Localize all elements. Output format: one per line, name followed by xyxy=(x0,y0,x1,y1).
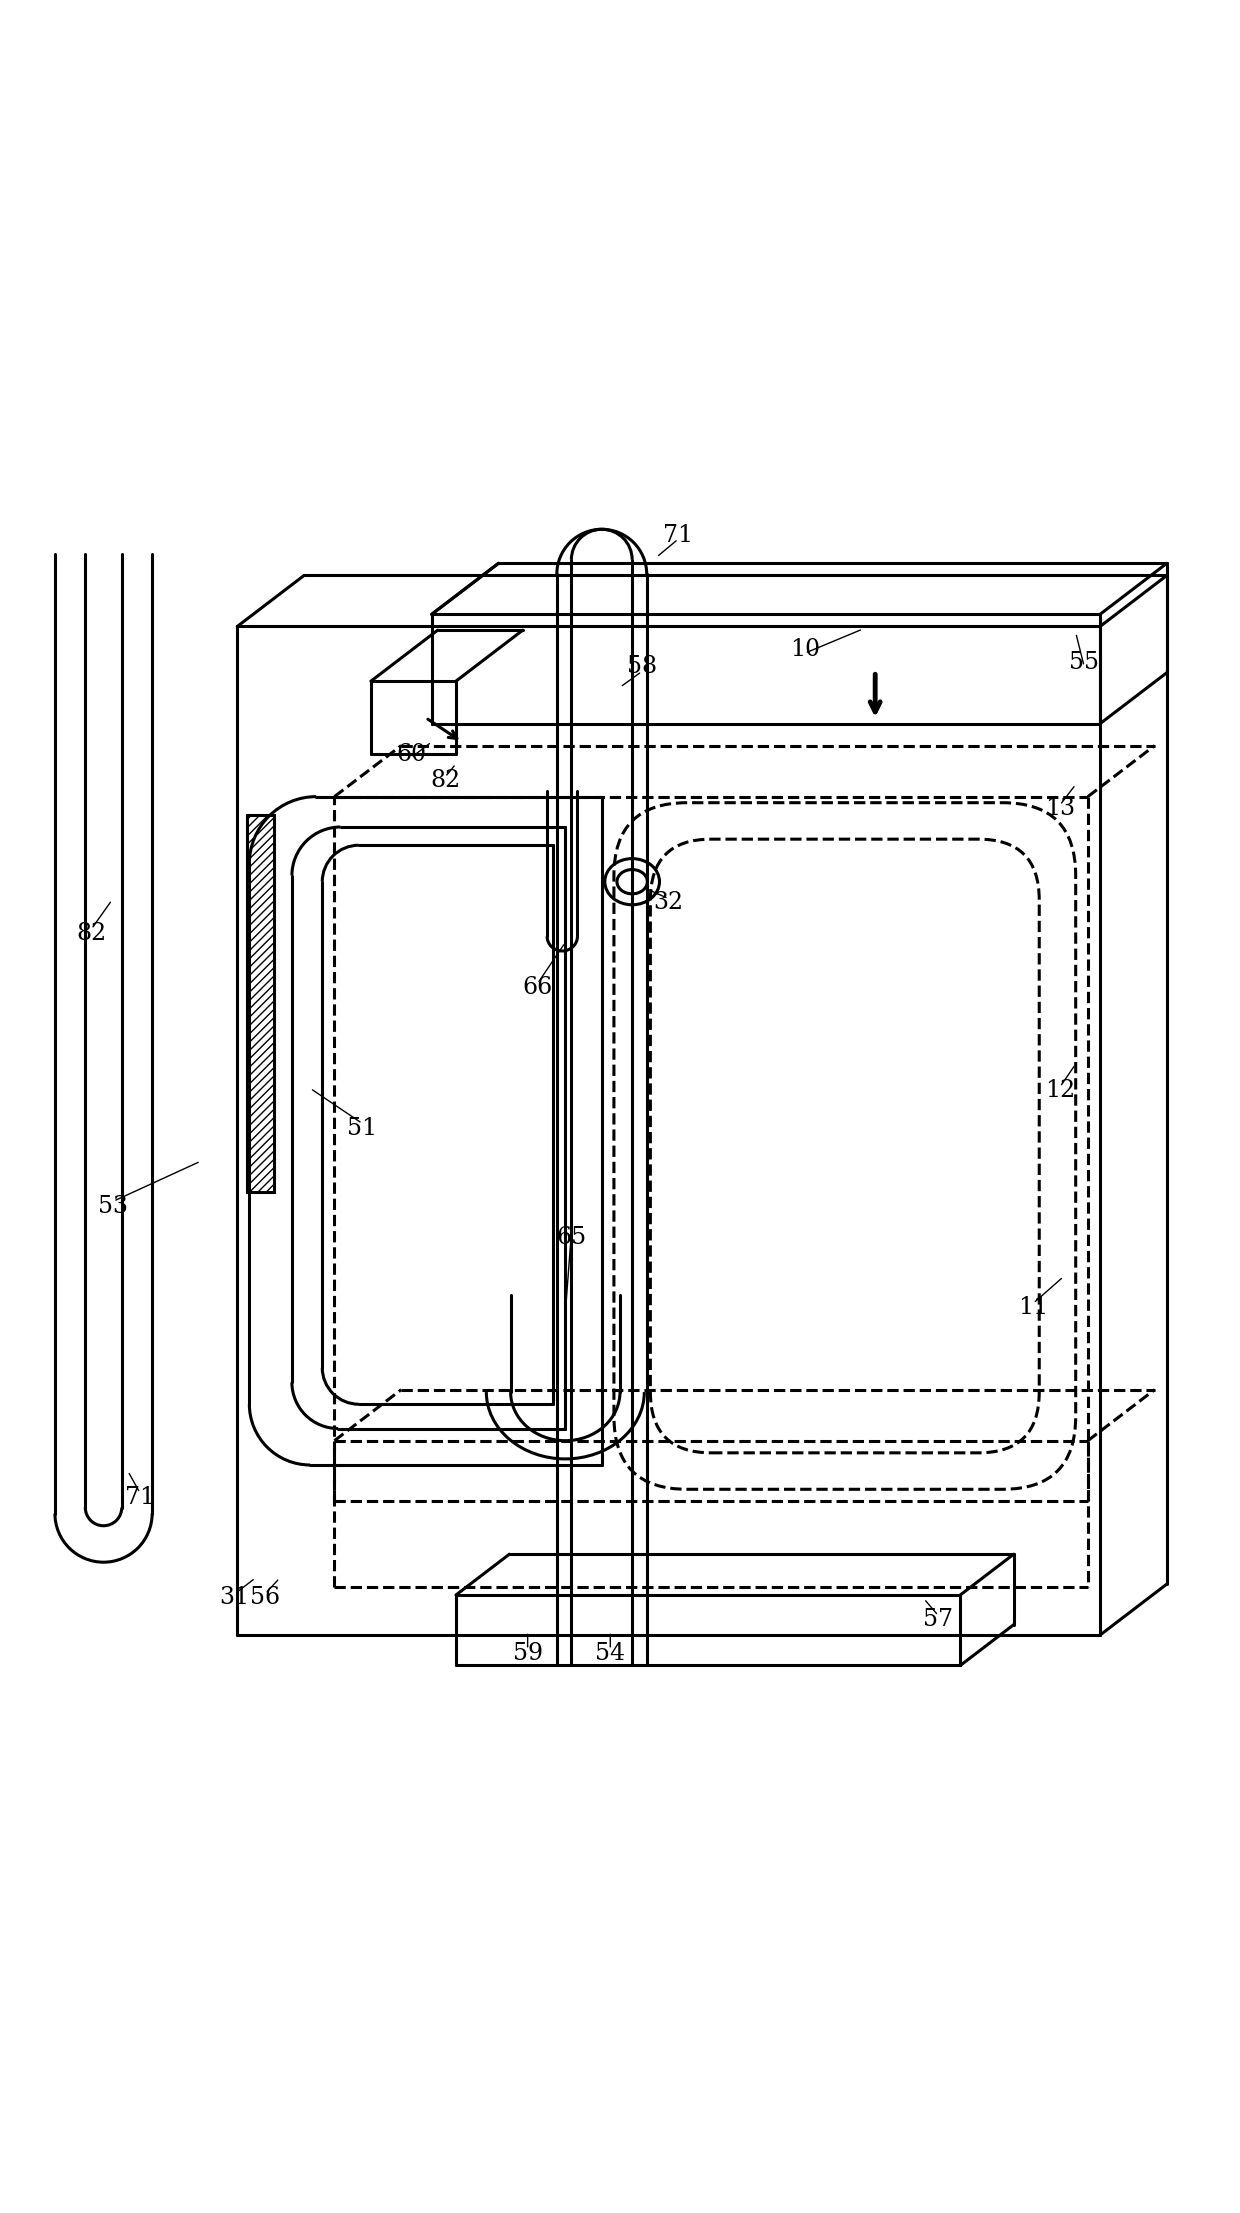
Text: 82: 82 xyxy=(430,770,460,792)
Text: 31: 31 xyxy=(219,1587,249,1609)
Text: 56: 56 xyxy=(250,1587,280,1609)
Text: 65: 65 xyxy=(557,1226,587,1250)
Text: 71: 71 xyxy=(125,1487,155,1509)
Text: 32: 32 xyxy=(653,892,683,914)
Text: 58: 58 xyxy=(626,655,657,677)
Text: 54: 54 xyxy=(595,1642,625,1664)
Text: 11: 11 xyxy=(1018,1295,1048,1319)
Text: 53: 53 xyxy=(98,1195,128,1217)
Text: 13: 13 xyxy=(1045,797,1075,821)
Text: 60: 60 xyxy=(396,744,427,766)
Text: 71: 71 xyxy=(663,524,693,547)
Text: 82: 82 xyxy=(77,923,107,945)
Text: 66: 66 xyxy=(522,976,553,998)
Text: 51: 51 xyxy=(347,1118,377,1140)
Text: 55: 55 xyxy=(1069,651,1099,675)
Text: 12: 12 xyxy=(1045,1080,1075,1102)
Text: 57: 57 xyxy=(924,1609,954,1631)
Bar xyxy=(247,814,274,1191)
Text: 10: 10 xyxy=(790,637,820,662)
Text: 59: 59 xyxy=(512,1642,543,1664)
